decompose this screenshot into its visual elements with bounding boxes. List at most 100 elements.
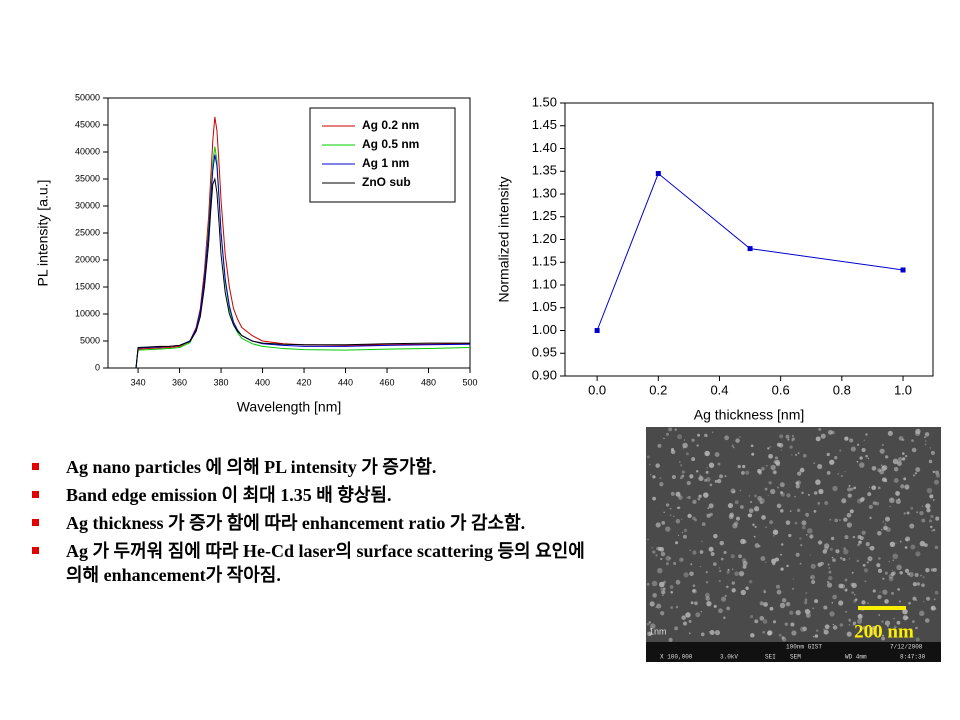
sem-particle	[765, 464, 768, 467]
sem-particle	[882, 577, 885, 580]
sem-particle	[781, 637, 787, 642]
sem-particle	[856, 460, 859, 463]
sem-particle	[695, 612, 701, 618]
sem-particle	[779, 602, 786, 609]
sem-particle	[719, 474, 723, 479]
sem-particle	[893, 617, 895, 620]
sem-particle	[805, 612, 811, 618]
sem-particle	[815, 479, 821, 485]
sem-particle	[681, 532, 684, 534]
sem-particle	[823, 628, 826, 631]
sem-particle	[776, 589, 782, 595]
sem-particle	[759, 501, 763, 505]
sem-particle	[681, 474, 685, 478]
sem-particle	[767, 630, 773, 636]
sem-particle	[815, 629, 819, 632]
sem-particle	[932, 499, 935, 501]
sem-particle	[681, 470, 685, 474]
sem-particle	[869, 545, 875, 551]
sem-particle	[867, 556, 873, 562]
sem-particle	[814, 599, 819, 604]
sem-particle	[925, 567, 930, 573]
sem-particle	[797, 471, 802, 476]
sem-particle	[686, 497, 688, 499]
sem-particle	[911, 439, 914, 443]
x-tick-label: 1.0	[894, 382, 912, 397]
sem-particle	[779, 482, 785, 488]
sem-particle	[802, 626, 808, 632]
sem-particle	[683, 528, 688, 533]
sem-particle	[899, 540, 902, 543]
sem-particle	[697, 433, 700, 437]
info-text: 7/12/2008	[890, 644, 923, 651]
sem-particle	[846, 631, 852, 637]
sem-particle	[705, 581, 709, 584]
sem-particle	[865, 454, 868, 458]
sem-particle	[692, 588, 698, 594]
sem-particle	[724, 475, 727, 478]
sem-particle	[835, 549, 840, 554]
sem-particle	[812, 635, 815, 638]
sem-particle	[732, 523, 738, 529]
sem-particle	[646, 582, 650, 586]
sem-particle	[692, 516, 696, 520]
sem-particle	[690, 563, 693, 566]
sem-particle	[857, 443, 860, 446]
sem-particle	[818, 427, 822, 431]
sem-particle	[888, 573, 894, 579]
sem-particle	[935, 470, 940, 475]
sem-particle	[892, 553, 899, 560]
sem-particle	[753, 506, 760, 512]
sem-particle	[742, 464, 746, 469]
sem-particle	[709, 512, 713, 517]
y-tick-label: 1.35	[532, 163, 557, 178]
sem-particle	[677, 506, 681, 509]
sem-particle	[859, 456, 863, 460]
sem-particle	[733, 446, 735, 449]
sem-particle	[680, 518, 683, 521]
sem-particle	[688, 619, 692, 623]
x-tick-label: 400	[255, 377, 270, 387]
sem-particle	[787, 438, 790, 441]
sem-particle	[775, 584, 781, 589]
sem-particle	[794, 521, 798, 525]
info-text: 100nm GIST	[786, 644, 822, 651]
sem-particle	[764, 487, 768, 491]
sem-particle	[726, 570, 730, 574]
sem-particle	[780, 492, 785, 497]
y-axis-label: PL intensity [a.u.]	[35, 180, 51, 287]
info-text: 8:47:30	[900, 654, 926, 661]
sem-particle	[921, 583, 925, 587]
sem-particle	[689, 474, 694, 479]
sem-particle	[669, 514, 672, 517]
sem-particle	[827, 429, 833, 435]
sem-particle	[908, 571, 914, 578]
sem-particle	[739, 489, 742, 492]
sem-particle	[820, 561, 824, 566]
sem-particle	[681, 558, 684, 561]
sem-particle	[871, 626, 876, 630]
sem-particle	[880, 528, 883, 531]
scale-label: 200 nm	[854, 621, 914, 642]
sem-particle	[779, 509, 784, 513]
sem-particle	[748, 513, 753, 518]
sem-particle	[655, 463, 660, 468]
y-tick-label: 50000	[75, 92, 100, 102]
sem-particle	[768, 453, 773, 459]
sem-particle	[904, 484, 910, 490]
sem-particle	[921, 505, 923, 507]
sem-particle	[872, 589, 876, 593]
info-text: SEM	[790, 654, 801, 661]
sem-particle	[870, 630, 875, 636]
sem-particle	[770, 488, 776, 495]
sem-particle	[848, 624, 851, 626]
sem-particle	[682, 534, 687, 539]
sem-particle	[714, 630, 721, 636]
sem-particle	[691, 438, 695, 442]
sem-particle	[845, 610, 848, 613]
sem-particle	[738, 570, 745, 577]
sem-particle	[778, 442, 784, 448]
sem-particle	[925, 503, 931, 509]
sem-particle	[771, 558, 777, 564]
sem-particle	[727, 502, 734, 509]
